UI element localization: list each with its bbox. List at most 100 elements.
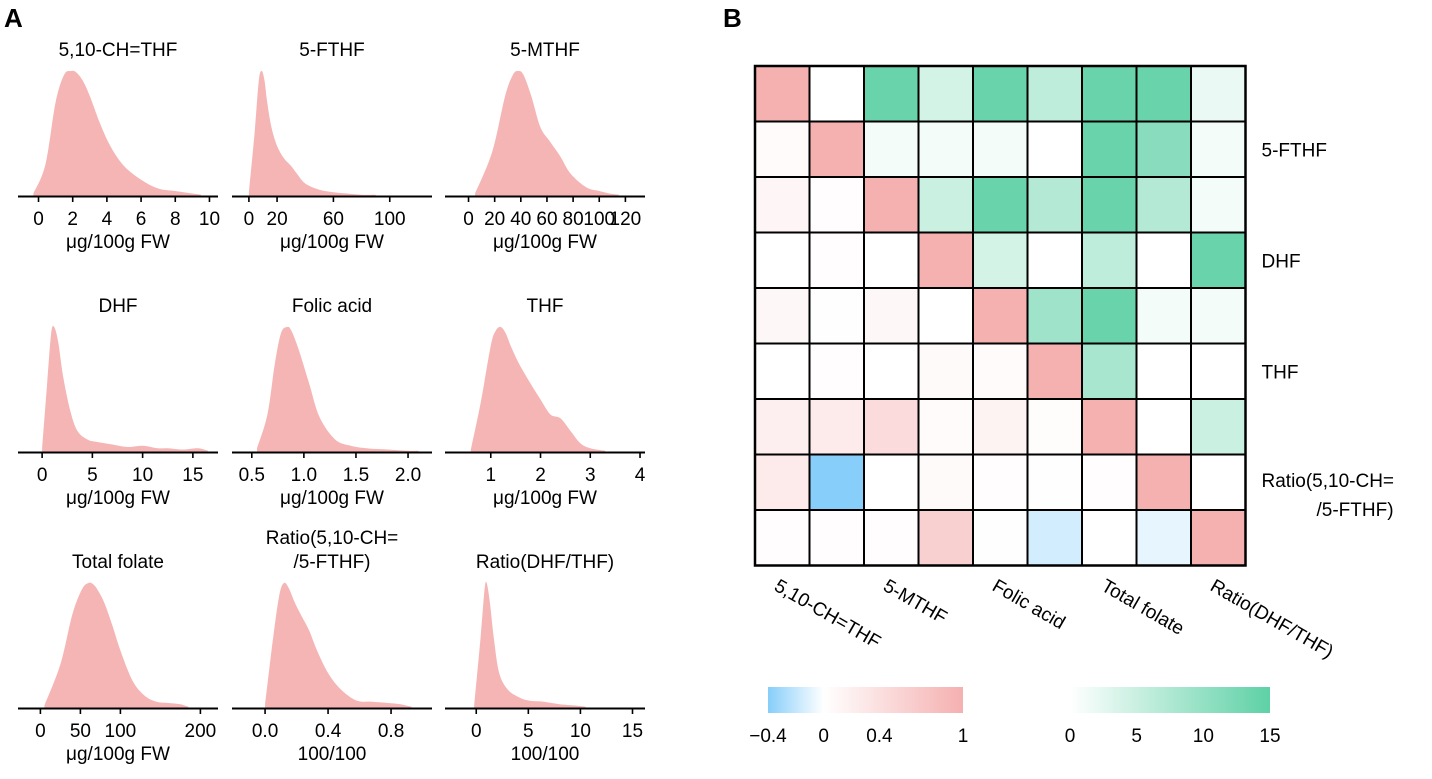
heatmap-cell bbox=[917, 120, 974, 178]
heatmap-cell bbox=[863, 231, 920, 289]
plot-title: Ratio(5,10-CH= bbox=[266, 528, 399, 549]
x-tick-label: 1.5 bbox=[343, 465, 369, 486]
heatmap-cell bbox=[754, 120, 811, 178]
heatmap-cell bbox=[972, 65, 1029, 123]
x-tick-label: 50 bbox=[70, 721, 91, 742]
heatmap-cell bbox=[1081, 398, 1138, 456]
x-tick-label: 15 bbox=[182, 465, 203, 486]
heatmap-cell bbox=[972, 342, 1029, 400]
heatmap-row-label: THF bbox=[1262, 362, 1299, 383]
heatmap-cell bbox=[1135, 287, 1192, 345]
x-axis-label: μg/100g FW bbox=[280, 488, 384, 509]
heatmap-cell bbox=[1135, 398, 1192, 456]
heatmap-cell bbox=[808, 453, 865, 511]
heatmap-cell bbox=[972, 398, 1029, 456]
heatmap-cell bbox=[863, 509, 920, 567]
heatmap-cell bbox=[1081, 453, 1138, 511]
x-tick-label: 0 bbox=[37, 465, 48, 486]
heatmap-column-label: Total folate bbox=[1098, 576, 1188, 640]
x-tick-label: 15 bbox=[622, 721, 643, 742]
x-tick-label: 120 bbox=[610, 209, 642, 230]
heatmap-cell bbox=[1135, 231, 1192, 289]
x-tick-label: 2 bbox=[67, 209, 78, 230]
plot-title: 5-FTHF bbox=[299, 40, 364, 61]
colorbar-tick-label: 0 bbox=[1065, 726, 1076, 747]
x-tick-label: 20 bbox=[484, 209, 505, 230]
x-tick-label: 1 bbox=[485, 465, 496, 486]
x-tick-label: 60 bbox=[323, 209, 344, 230]
plot-title: Total folate bbox=[72, 552, 164, 573]
x-tick-label: 20 bbox=[267, 209, 288, 230]
x-tick-label: 10 bbox=[199, 209, 220, 230]
heatmap-cell bbox=[1081, 342, 1138, 400]
heatmap-cell bbox=[1190, 453, 1247, 511]
heatmap-cell bbox=[1026, 120, 1083, 178]
colorbar-tick-label: 15 bbox=[1259, 726, 1280, 747]
heatmap-column-label: 5,10-CH=THF bbox=[771, 576, 884, 654]
heatmap-column-label: 5-MTHF bbox=[880, 576, 951, 629]
colorbar-gradient bbox=[1070, 687, 1270, 713]
heatmap-cell bbox=[863, 65, 920, 123]
heatmap-cell bbox=[1026, 509, 1083, 567]
heatmap-cell bbox=[1081, 176, 1138, 234]
colorbar-gradient bbox=[768, 687, 963, 713]
heatmap-row-label: /5-FTHF) bbox=[1317, 500, 1394, 521]
heatmap-cell bbox=[1190, 398, 1247, 456]
heatmap-cell bbox=[754, 453, 811, 511]
heatmap-cell bbox=[1081, 65, 1138, 123]
density-area bbox=[474, 581, 586, 708]
x-axis-label: μg/100g FW bbox=[493, 488, 597, 509]
x-tick-label: 1.0 bbox=[291, 465, 317, 486]
heatmap-cell bbox=[863, 342, 920, 400]
heatmap-cell bbox=[808, 509, 865, 567]
heatmap-cell bbox=[754, 287, 811, 345]
heatmap-cell bbox=[917, 453, 974, 511]
x-tick-label: 0.5 bbox=[239, 465, 265, 486]
x-tick-label: 100 bbox=[105, 721, 137, 742]
density-area bbox=[265, 582, 412, 708]
plot-title: 5,10-CH=THF bbox=[59, 40, 178, 61]
heatmap-cell bbox=[754, 509, 811, 567]
density-area bbox=[33, 70, 201, 196]
colorbar-tick-label: 0 bbox=[818, 726, 829, 747]
density-plot-thf: 1 2 3 4 μg/100g FW THF bbox=[445, 296, 646, 509]
heatmap-row-label: 5-FTHF bbox=[1262, 140, 1327, 161]
x-axis-label: μg/100g FW bbox=[66, 488, 170, 509]
heatmap-cell bbox=[972, 509, 1029, 567]
heatmap-cell bbox=[754, 231, 811, 289]
plot-title: DHF bbox=[98, 296, 137, 317]
heatmap-cell bbox=[808, 287, 865, 345]
heatmap-cell bbox=[754, 65, 811, 123]
heatmap-cell bbox=[1190, 65, 1247, 123]
heatmap-cell bbox=[1135, 453, 1192, 511]
heatmap-cell bbox=[754, 342, 811, 400]
colorbar-pearson: −0.4 0 0.4 1 bbox=[749, 687, 968, 747]
x-tick-label: 2 bbox=[535, 465, 546, 486]
heatmap-cell bbox=[1135, 65, 1192, 123]
x-tick-label: 0.0 bbox=[252, 721, 278, 742]
x-tick-label: 100 bbox=[374, 209, 406, 230]
x-axis-label: 100/100 bbox=[298, 744, 367, 765]
density-area bbox=[470, 326, 606, 452]
plot-title: Ratio(DHF/THF) bbox=[476, 552, 614, 573]
heatmap-cell bbox=[863, 398, 920, 456]
density-area bbox=[44, 582, 189, 708]
plot-title: 5-MTHF bbox=[510, 40, 580, 61]
heatmap-cell bbox=[754, 398, 811, 456]
heatmap-cell bbox=[917, 231, 974, 289]
heatmap-border bbox=[753, 64, 1247, 567]
heatmap-cell bbox=[1081, 287, 1138, 345]
heatmap-column-label: Ratio(DHF/THF) bbox=[1207, 576, 1337, 663]
colorbar-tick-label: −0.4 bbox=[749, 726, 787, 747]
x-tick-label: 0 bbox=[33, 209, 44, 230]
heatmap-cell bbox=[808, 65, 865, 123]
heatmap-cell bbox=[917, 342, 974, 400]
heatmap-cell bbox=[1135, 509, 1192, 567]
heatmap-cell bbox=[863, 176, 920, 234]
plot-title: Folic acid bbox=[292, 296, 372, 317]
x-tick-label: 4 bbox=[102, 209, 113, 230]
heatmap-cell bbox=[863, 287, 920, 345]
